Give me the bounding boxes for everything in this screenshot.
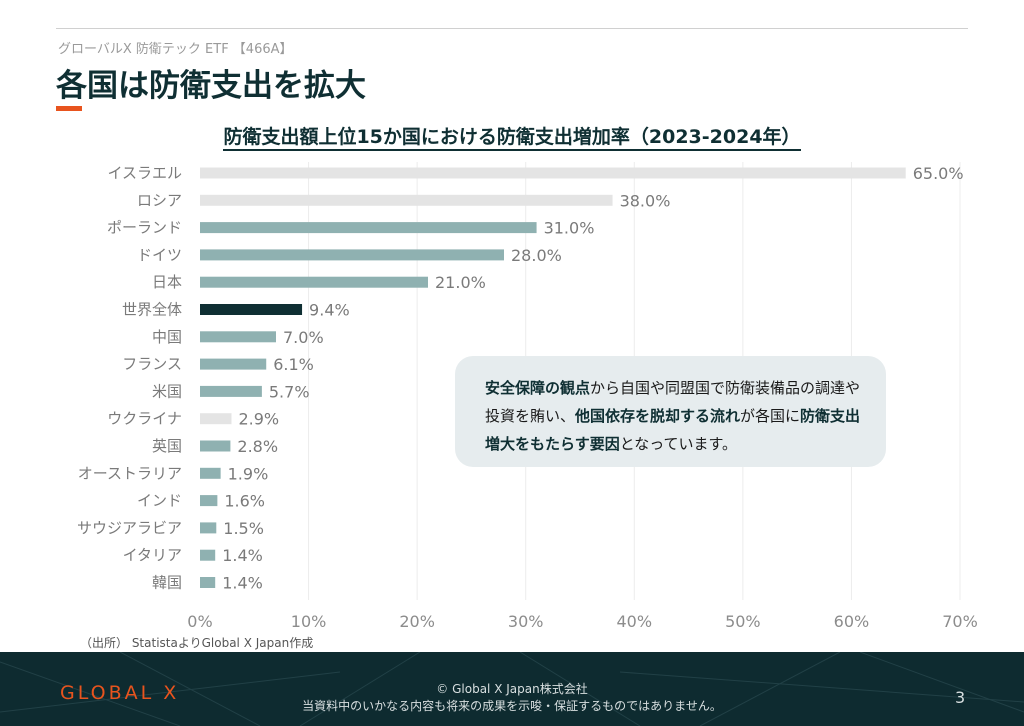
page-number: 3: [955, 688, 966, 707]
fund-subtitle: グローバルX 防衛テック ETF 【466A】: [58, 42, 293, 57]
bar: [200, 413, 232, 425]
bar: [200, 222, 537, 234]
x-tick-label: 20%: [399, 612, 435, 631]
disclaimer: 当資料中のいかなる内容も将来の成果を示唆・保証するものではありません。: [302, 699, 722, 713]
page-title: 各国は防衛支出を拡大: [56, 68, 366, 104]
value-label: 1.5%: [223, 519, 264, 538]
callout-bold-3: 防衛支出増大をもたらす要因: [485, 407, 861, 453]
bar-chart: 0% 10% 20% 30% 40% 50% 60% 70% イスラエル 65.0% ロシア 38.0…: [77, 162, 978, 631]
callout-bold-1: 安全保障の観点: [485, 379, 591, 397]
value-label: 65.0%: [913, 164, 964, 183]
category-label: オーストラリア: [78, 464, 182, 482]
category-label: 中国: [152, 328, 182, 346]
value-label: 21.0%: [435, 273, 486, 292]
callout-box: 安全保障の観点から自国や同盟国で防衛装備品の調達や投資を賄い、他国依存を脱却する…: [455, 356, 886, 467]
chart-title-wrap: 防衛支出額上位15か国における防衛支出増加率（2023-2024年）: [0, 122, 1024, 151]
category-label: ウクライナ: [107, 410, 182, 428]
value-label: 28.0%: [511, 246, 562, 265]
category-label: インド: [137, 492, 182, 510]
callout-text-3: となっています。: [619, 435, 738, 453]
title-accent-bar: [56, 106, 82, 111]
bar: [200, 495, 218, 507]
category-label: 米国: [152, 382, 182, 400]
bar: [200, 358, 267, 370]
value-label: 2.9%: [238, 410, 279, 429]
callout-bold-2: 他国依存を脱却する流れ: [575, 407, 741, 425]
value-label: 31.0%: [544, 219, 595, 238]
category-label: イタリア: [123, 546, 182, 564]
category-label: ロシア: [137, 191, 182, 209]
x-tick-label: 70%: [942, 612, 978, 631]
x-tick-label: 10%: [291, 612, 327, 631]
footer: GLOBAL X © Global X Japan株式会社 当資料中のいかなる内…: [0, 652, 1024, 726]
value-label: 9.4%: [309, 301, 350, 320]
value-label: 6.1%: [273, 355, 314, 374]
footer-pattern: [0, 652, 1024, 726]
category-label: フランス: [122, 355, 182, 373]
category-label: 英国: [152, 437, 182, 455]
source-note: （出所） StatistaよりGlobal X Japan作成: [80, 636, 314, 650]
bar: [200, 577, 216, 588]
value-label: 5.7%: [269, 382, 310, 401]
chart-title: 防衛支出額上位15か国における防衛支出増加率（2023-2024年）: [223, 126, 801, 151]
bar: [200, 467, 221, 479]
bar: [200, 385, 262, 397]
value-label: 1.4%: [222, 574, 263, 593]
category-label: 世界全体: [122, 301, 182, 319]
bar: [200, 331, 276, 343]
value-label: 7.0%: [283, 328, 324, 347]
category-label: ドイツ: [137, 246, 182, 264]
callout-text-2: が各国に: [740, 407, 801, 425]
value-label: 1.6%: [224, 492, 265, 511]
value-label: 38.0%: [620, 191, 671, 210]
callout-text-1: から自国や同盟国で防衛装備品の調達や投資を賄い、: [485, 379, 861, 425]
bar: [200, 440, 231, 452]
x-tick-label: 60%: [834, 612, 870, 631]
bar: [200, 167, 906, 179]
bar: [200, 194, 613, 206]
category-label: サウジアラビア: [77, 519, 182, 537]
copyright: © Global X Japan株式会社: [436, 682, 588, 696]
bar: [200, 249, 504, 261]
bar: [200, 276, 428, 288]
x-tick-label: 50%: [725, 612, 761, 631]
bar: [200, 304, 303, 315]
top-divider: [56, 28, 968, 29]
value-label: 2.8%: [237, 437, 278, 456]
value-label: 1.9%: [228, 464, 269, 483]
global-x-logo: GLOBAL X: [60, 682, 180, 704]
category-label: イスラエル: [107, 164, 182, 182]
category-label: ポーランド: [107, 219, 182, 237]
x-tick-label: 40%: [617, 612, 653, 631]
value-label: 1.4%: [222, 546, 263, 565]
category-label: 日本: [152, 273, 182, 291]
category-label: 韓国: [152, 574, 182, 592]
x-tick-label: 30%: [508, 612, 544, 631]
bar: [200, 549, 216, 561]
bar: [200, 522, 217, 534]
x-tick-label: 0%: [187, 612, 212, 631]
